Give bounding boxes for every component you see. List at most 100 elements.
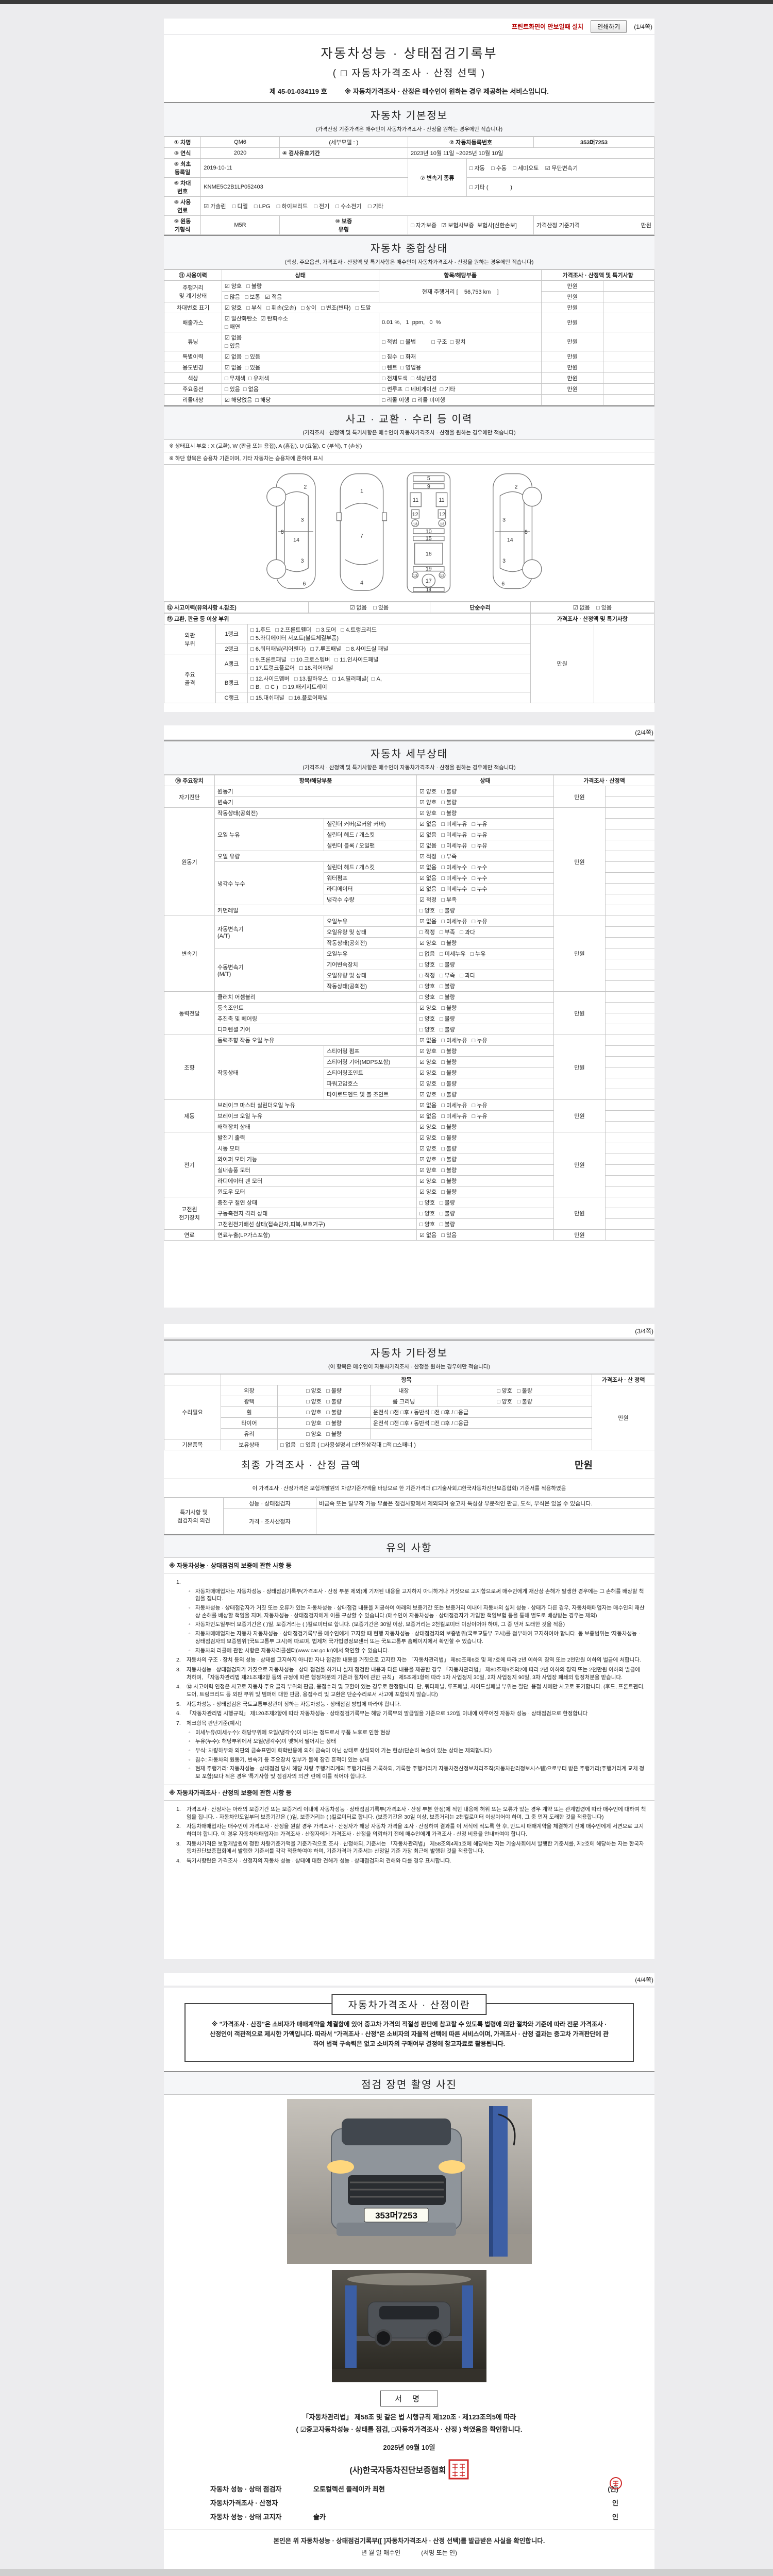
checkbox-group: □ 자동 □ 수동 □ 세미오토 ☑ 무단변속기: [466, 158, 654, 178]
detail-row: 전기 발전기 출력 ☑ 양호 □ 불량 만원: [164, 1132, 654, 1197]
caution-group-title: ※ 자동차성능 · 상태점검의 보증에 관한 사항 등: [164, 1558, 654, 1573]
sub-item-cell: 실린더 블록 / 오일팬: [324, 840, 417, 851]
header-cell: 항목/해당부품: [378, 269, 542, 281]
note-cell: [603, 313, 654, 332]
price-cell: 만원: [553, 786, 606, 808]
state-cell: ☑ 양호 □ 불량: [416, 1175, 554, 1187]
table-row: 항목 가격조사 · 산 정액: [164, 1374, 654, 1385]
svg-text:5: 5: [427, 476, 430, 482]
detail-row: 브레이크 오일 누유 ☑ 없음 □ 미세누유 □ 누유: [164, 1110, 654, 1122]
state-cell: ☑ 없음 □ 미세누수 □ 누수: [416, 883, 554, 894]
page-indicator: (1/4쪽): [634, 23, 652, 30]
table-row: 주행거리 및 계기상태 ☑ 양호 □ 불량 현재 주행거리 [ 56,753 k…: [164, 280, 654, 302]
caution-text: 자동차성능 · 상태점검은 국토교통부장관이 정하는 자동차성능 · 상태점검 …: [187, 1701, 401, 1707]
label-cell: 색상: [164, 372, 222, 384]
section-caption: (가격조사 · 산정액 및 특기사항은 매수인이 자동차가격조사 · 산정을 원…: [303, 765, 516, 771]
item-number: 3.: [176, 1666, 181, 1673]
sub-item-cell: 실린더 커버(로커암 커버): [324, 818, 417, 829]
detail-row: 오일 유량 ☑ 적정 □ 부족: [164, 851, 654, 862]
label-cell: 주행거리 및 계기상태: [164, 280, 222, 302]
sub-item-cell: 실린더 헤드 / 개스킷: [324, 829, 417, 840]
value-cell: QM6: [200, 137, 280, 148]
note-cell: [605, 959, 654, 970]
header-cell: 항목/해당부품: [214, 775, 417, 786]
rank-cell: C랭크: [215, 692, 248, 703]
label-cell: ③ 연식: [164, 147, 201, 159]
sub-item-cell: 오일유량 및 상태: [324, 970, 417, 981]
item-cell: 구동축전지 격리 상태: [214, 1208, 417, 1219]
group-cell: 제동: [164, 1099, 215, 1132]
bullet: ◦: [189, 1621, 191, 1628]
detail-row: 조향 동력조향 작동 오일 누유 ☑ 없음 □ 미세누유 □ 누유 만원: [164, 1035, 654, 1100]
group-cell: 고전원 전기장치: [164, 1197, 215, 1230]
detail-row: 라디에이터 팬 모터 ☑ 양호 □ 불량: [164, 1175, 654, 1187]
note-cell: [605, 980, 654, 992]
price-cell: 만원: [553, 1035, 606, 1100]
svg-text:3: 3: [502, 558, 506, 564]
state-cell: ☑ 양호 □ 불량: [416, 807, 554, 819]
state-cell: □ 양호 □ 불량: [416, 1208, 554, 1219]
caution-text: 「자동차관리법 시행규칙」 제120조제2항에 따라 자동차성능 · 상태점검기…: [187, 1710, 588, 1717]
price-cell: [541, 394, 604, 405]
org-name: (사)한국자동차진단보증협회: [349, 2466, 446, 2475]
rank-cell: A랭크: [215, 654, 248, 673]
note-cell: [605, 1002, 654, 1013]
price-cell: 만원: [541, 313, 604, 332]
final-price-row: 최종 가격조사 · 산정 금액 만원: [164, 1450, 654, 1479]
doc-service-note: ※ 자동차가격조사 · 산정은 매수인이 원하는 경우 제공하는 서비스입니다.: [344, 88, 549, 95]
state-cell: □ 양호 □ 불량: [416, 959, 554, 970]
signer-label: 자동차 성능 · 상태 점검자: [210, 2485, 282, 2493]
table-row: ⑥ 차대 번호 KNME5C2B1LP052403 □ 기타 ( ): [164, 177, 654, 197]
status-code-note: ※ 상태표시 부호 : X (교환), W (판금 또는 용접), A (흠집)…: [164, 440, 654, 452]
svg-text:17: 17: [426, 578, 432, 584]
state-cell: □ 양호 □ 불량: [416, 1013, 554, 1024]
inspector-seal-icon: [609, 2477, 623, 2490]
note-cell: [605, 840, 654, 851]
note-cell: [605, 1024, 654, 1035]
sub-item-cell: 오일누유: [324, 948, 417, 959]
state-cell: □ 적정 □ 부족 □ 과다: [416, 926, 554, 938]
table-row: ⑭ 주요장치 항목/해당부품 상태 가격조사 · 산정액: [164, 775, 654, 786]
print-install-link[interactable]: 프린트화면이 안보일때 설치: [511, 23, 584, 30]
price-cell: 만원: [541, 372, 604, 384]
note-cell: [603, 394, 654, 405]
table-row: ⑧ 사용 연료 ☑ 가솔린 □ 디젤 □ LPG □ 하이브리드 □ 전기 □ …: [164, 196, 654, 216]
car-damage-diagram: 2 3 8 14 3 6 1 7 4 5 9 11 11 12 12 13 13 10…: [164, 465, 654, 602]
section-title: 유의 사항: [386, 1543, 432, 1554]
sub-item-cell: 오일누유: [324, 916, 417, 927]
print-button[interactable]: 인쇄하기: [591, 20, 627, 33]
price-cell: 만원: [541, 383, 604, 395]
item-cell: 와이퍼 모터 기능: [214, 1154, 417, 1165]
table-row: 특기사항 및 점검자의 의견 성능 · 상태점검자 비금속 또는 탈부착 가능 …: [164, 1498, 654, 1534]
bullet: ◦: [189, 1748, 191, 1754]
state-cell: ☑ 양호 □ 불량: [416, 1164, 554, 1176]
item-cell: 오일 누유: [214, 818, 324, 851]
note-cell: [605, 1143, 654, 1154]
note-cell: [603, 302, 654, 313]
svg-text:353머7253: 353머7253: [375, 2211, 417, 2221]
sub-item-cell: 타이로드엔드 및 볼 조인트: [324, 1089, 417, 1100]
bullet: ◦: [189, 1631, 191, 1637]
label-cell: 룸 크리닝: [370, 1396, 438, 1407]
checkbox-group: □ 15.대쉬패널 □ 16.플로어패널: [247, 692, 531, 703]
state-cell: □ 없음 □ 미세누유 □ 누유: [416, 948, 554, 959]
checkbox-group: □ 없음 □ 있음 ( □사용설명서 □안전삼각대 □잭 □스패너 ): [277, 1439, 592, 1450]
value-cell: (세부모델 : ): [279, 137, 408, 148]
state-cell: ☑ 없음 □ 미세누유 □ 누유: [416, 916, 554, 927]
table-row: 주요 골격 A랭크 □ 9.프론트패널 □ 10.크로스멤버 □ 11.인사이드…: [164, 654, 654, 703]
state-cell: ☑ 적정 □ 부족: [416, 851, 554, 862]
label-cell: 튜닝: [164, 332, 222, 351]
table-row: ⑨ 원동 기형식 M5R ⑩ 보증 유형 □ 자가보증 ☑ 보험사보증 보험사[…: [164, 215, 654, 235]
caution-text: 미세누유(미세누수): 해당부위에 오일(냉각수)이 비치는 정도로서 부품 노…: [195, 1729, 391, 1736]
value-cell: [370, 1428, 592, 1439]
price-definition-body: ※ "가격조사 · 산정"은 소비자가 매매계약을 체결함에 있어 중고차 가격…: [210, 2021, 609, 2048]
item-cell: 윈도우 모터: [214, 1186, 417, 1197]
sub-item-cell: 냉각수 수량: [324, 894, 417, 905]
state-cell: ☑ 양호 □ 불량: [416, 1121, 554, 1132]
table-row: 특별이력 ☑ 없음 □ 있음 □ 침수 □ 화재 만원: [164, 351, 654, 362]
table-row: 튜닝 ☑ 없음 □ 있음 □ 적법 □ 불법 □ 구조 □ 장치 만원: [164, 332, 654, 351]
detail-row: 오일유량 및 상태 □ 적정 □ 부족 □ 과다: [164, 970, 654, 981]
note-cell: [605, 970, 654, 981]
bullet: ◦: [189, 1605, 191, 1612]
overall-state-table: ⑪ 사용이력 상태 항목/해당부품 가격조사 · 산정액 및 특기사항 주행거리…: [164, 269, 654, 405]
